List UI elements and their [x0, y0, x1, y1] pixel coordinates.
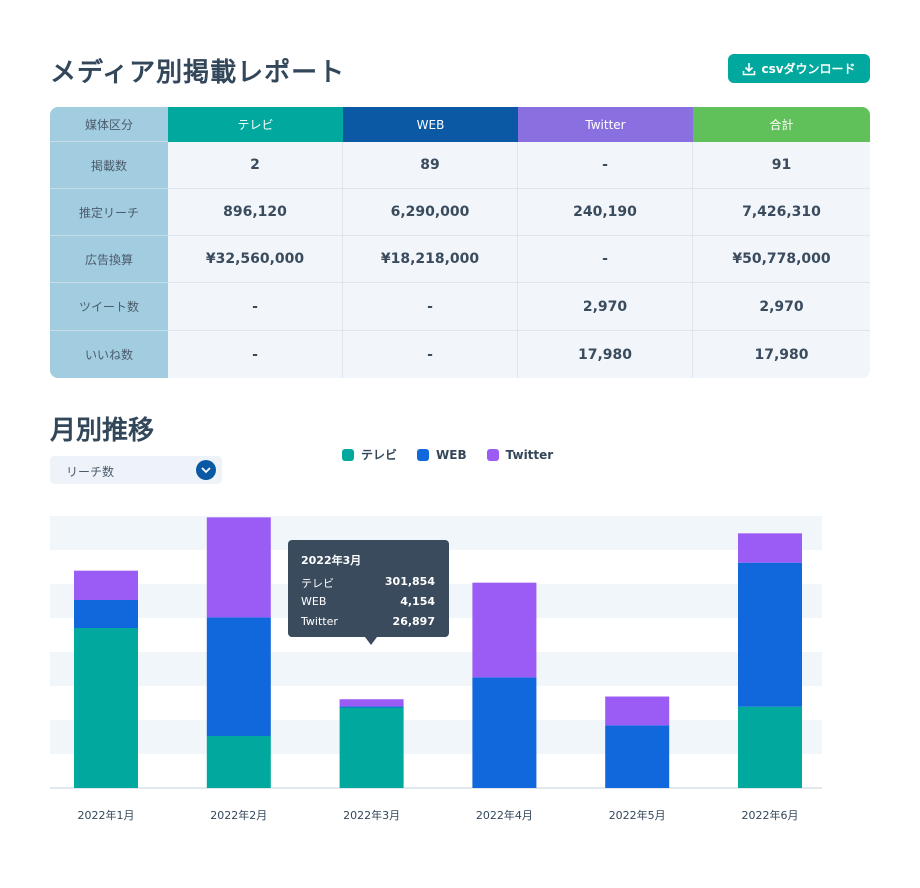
monthly-trend-chart: 2022年1月 2022年2月 2022年3月 2022年4月 2022年5月 2022年… — [50, 516, 822, 822]
column-header-web: WEB — [343, 107, 518, 142]
table-cell: 2,970 — [518, 283, 693, 331]
bar-segment[interactable] — [339, 707, 404, 788]
table-cell: - — [343, 331, 518, 378]
table-cell: 7,426,310 — [693, 189, 870, 236]
table-cell: 2,970 — [693, 283, 870, 331]
table-row: いいね数 - - 17,980 17,980 — [50, 331, 870, 378]
table-row: 掲載数 2 89 - 91 — [50, 142, 870, 189]
chart-tooltip: 2022年3月 テレビ 301,854 WEB 4,154 Twitter 26… — [288, 540, 449, 645]
bar-segment[interactable] — [605, 696, 670, 726]
bar-segment[interactable] — [339, 706, 404, 708]
tooltip-row: Twitter 26,897 — [301, 615, 435, 628]
metric-select[interactable]: リーチ数 — [50, 456, 222, 484]
x-tick-label: 2022年2月 — [210, 808, 267, 822]
chart-legend: テレビ WEB Twitter — [342, 446, 573, 463]
bar-segment[interactable] — [605, 725, 670, 788]
table-cell: 240,190 — [518, 189, 693, 236]
table-cell: - — [168, 331, 343, 378]
bar-segment[interactable] — [738, 562, 802, 707]
tooltip-arrow — [365, 637, 377, 645]
csv-download-button[interactable]: csvダウンロード — [728, 54, 870, 83]
table-cell: 17,980 — [693, 331, 870, 378]
row-header: 推定リーチ — [50, 189, 168, 236]
column-header-tv: テレビ — [168, 107, 343, 142]
table-row: 推定リーチ 896,120 6,290,000 240,190 7,426,31… — [50, 189, 870, 236]
legend-item-twitter[interactable]: Twitter — [486, 446, 554, 463]
bar-segment[interactable] — [738, 533, 802, 563]
bar-segment[interactable] — [74, 600, 138, 628]
x-tick-label: 2022年5月 — [609, 808, 666, 822]
bar-segment[interactable] — [472, 582, 537, 678]
tooltip-row: テレビ 301,854 — [301, 575, 435, 591]
table-header-row: 媒体区分 テレビ WEB Twitter 合計 — [50, 107, 870, 142]
legend-swatch — [417, 448, 430, 461]
bar-segment[interactable] — [206, 517, 271, 618]
x-tick-label: 2022年6月 — [742, 808, 799, 822]
row-header: 掲載数 — [50, 142, 168, 189]
bar-segment[interactable] — [206, 736, 271, 788]
table-cell: ¥32,560,000 — [168, 236, 343, 283]
table-cell: 6,290,000 — [343, 189, 518, 236]
legend-item-tv[interactable]: テレビ — [342, 446, 397, 463]
chevron-down-icon[interactable] — [196, 460, 216, 480]
tooltip-row: WEB 4,154 — [301, 595, 435, 608]
tooltip-title: 2022年3月 — [301, 554, 362, 567]
x-tick-label: 2022年1月 — [78, 808, 135, 822]
tooltip-row-value: 4,154 — [400, 595, 435, 608]
legend-label: テレビ — [361, 448, 398, 462]
media-report-table: 媒体区分 テレビ WEB Twitter 合計 掲載数 2 89 - 91 推定… — [50, 107, 870, 378]
bar-segment[interactable] — [74, 628, 138, 788]
trend-section-title: 月別推移 — [50, 416, 155, 446]
download-icon — [743, 62, 756, 75]
legend-item-web[interactable]: WEB — [417, 446, 467, 463]
column-header-total: 合計 — [693, 107, 870, 142]
table-cell: - — [518, 142, 693, 189]
table-row: ツイート数 - - 2,970 2,970 — [50, 283, 870, 331]
bar-segment[interactable] — [339, 699, 404, 707]
tooltip-row-label: Twitter — [301, 615, 338, 628]
table-cell: 89 — [343, 142, 518, 189]
tooltip-row-label: テレビ — [301, 577, 334, 590]
legend-swatch — [486, 448, 499, 461]
tooltip-row-value: 26,897 — [392, 615, 435, 628]
legend-label: Twitter — [505, 447, 554, 462]
table-cell: 17,980 — [518, 331, 693, 378]
table-cell: - — [168, 283, 343, 331]
bar-segment[interactable] — [738, 706, 802, 788]
table-row: 広告換算 ¥32,560,000 ¥18,218,000 - ¥50,778,0… — [50, 236, 870, 283]
csv-download-label: csvダウンロード — [761, 62, 856, 76]
page-title: メディア別掲載レポート — [50, 58, 346, 88]
row-header: いいね数 — [50, 331, 168, 378]
bar-segment[interactable] — [472, 677, 537, 788]
grid-band — [50, 720, 822, 754]
table-cell: ¥18,218,000 — [343, 236, 518, 283]
legend-label: WEB — [436, 447, 467, 462]
tooltip-row-label: WEB — [301, 595, 327, 608]
row-header: 広告換算 — [50, 236, 168, 283]
table-cell: - — [518, 236, 693, 283]
bar-segment[interactable] — [206, 617, 271, 736]
x-tick-label: 2022年3月 — [343, 808, 400, 822]
table-cell: 91 — [693, 142, 870, 189]
tooltip-row-value: 301,854 — [384, 575, 435, 588]
table-cell: 896,120 — [168, 189, 343, 236]
column-header-twitter: Twitter — [518, 107, 693, 142]
bar-segment[interactable] — [74, 570, 138, 600]
table-corner-label: 媒体区分 — [50, 107, 168, 142]
table-cell: - — [343, 283, 518, 331]
grid-band — [50, 652, 822, 686]
row-header: ツイート数 — [50, 283, 168, 331]
table-cell: 2 — [168, 142, 343, 189]
metric-select-value: リーチ数 — [66, 465, 115, 479]
legend-swatch — [342, 448, 354, 461]
x-tick-label: 2022年4月 — [476, 808, 533, 822]
table-cell: ¥50,778,000 — [693, 236, 870, 283]
